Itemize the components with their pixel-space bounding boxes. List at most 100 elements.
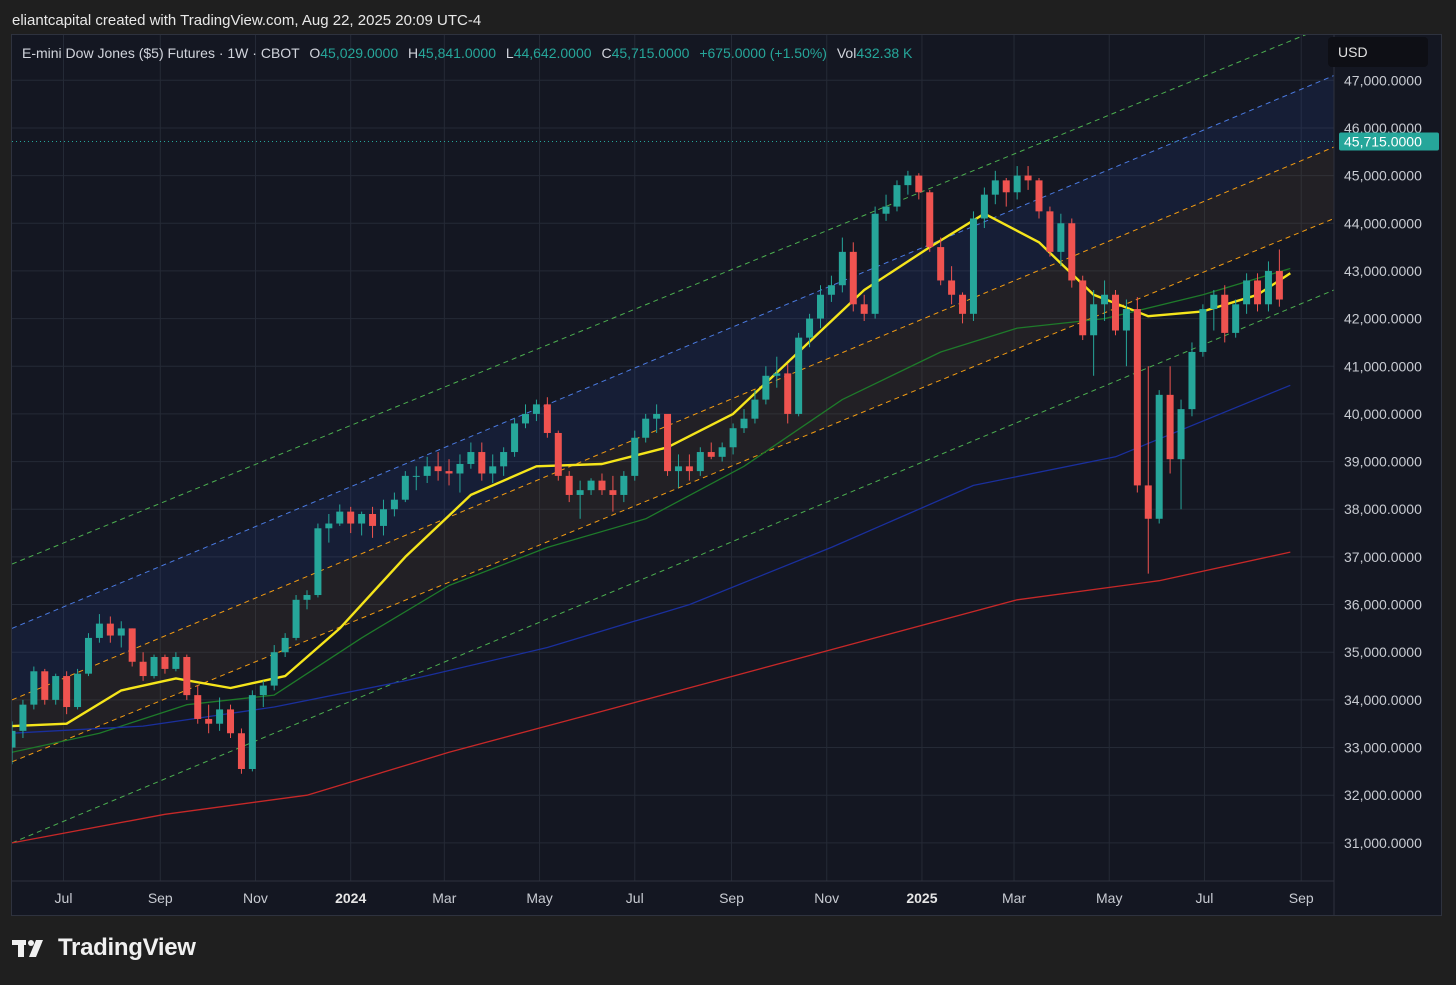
- candle[interactable]: [150, 654, 158, 679]
- candle[interactable]: [117, 621, 125, 648]
- candle[interactable]: [390, 492, 398, 517]
- candle[interactable]: [762, 366, 770, 405]
- candle[interactable]: [445, 459, 453, 486]
- candle[interactable]: [1057, 213, 1065, 267]
- candle[interactable]: [19, 699, 27, 739]
- candle[interactable]: [849, 242, 857, 312]
- chart-panel[interactable]: 31,000.0000 32,000.0000 33,000.0000 34,000.…: [11, 34, 1442, 916]
- candle[interactable]: [609, 475, 617, 512]
- candle[interactable]: [576, 480, 584, 519]
- candle[interactable]: [128, 628, 136, 667]
- candle[interactable]: [685, 454, 693, 481]
- candle[interactable]: [948, 266, 956, 305]
- candle[interactable]: [1122, 299, 1130, 367]
- candle[interactable]: [52, 673, 60, 705]
- candle[interactable]: [74, 668, 82, 710]
- moving-average-line-3[interactable]: [12, 551, 1291, 844]
- candle[interactable]: [871, 206, 879, 319]
- candle[interactable]: [216, 697, 224, 731]
- tradingview-logo[interactable]: TradingView: [12, 934, 196, 962]
- moving-average-line-1[interactable]: [12, 267, 1291, 753]
- candle[interactable]: [423, 456, 431, 484]
- candle[interactable]: [653, 404, 661, 433]
- candle[interactable]: [1264, 261, 1272, 312]
- candle[interactable]: [336, 504, 344, 526]
- candle[interactable]: [751, 390, 759, 424]
- candle[interactable]: [959, 292, 967, 324]
- candle[interactable]: [915, 173, 923, 200]
- candle[interactable]: [1013, 166, 1021, 200]
- candle[interactable]: [248, 690, 256, 772]
- candle[interactable]: [281, 633, 289, 657]
- candle[interactable]: [1035, 177, 1043, 219]
- candle[interactable]: [1254, 273, 1262, 312]
- candle[interactable]: [696, 447, 704, 476]
- symbol-name[interactable]: E-mini Dow Jones ($5) Futures · 1W · CBO…: [22, 45, 300, 61]
- candle[interactable]: [347, 506, 355, 534]
- price-axis[interactable]: 31,000.0000 32,000.0000 33,000.0000 34,000.…: [1344, 72, 1422, 851]
- candle[interactable]: [1144, 366, 1152, 574]
- currency-selector[interactable]: USD: [1328, 37, 1428, 67]
- candle[interactable]: [587, 478, 595, 495]
- candle[interactable]: [795, 332, 803, 417]
- candle[interactable]: [674, 454, 682, 488]
- candle[interactable]: [30, 666, 38, 710]
- price-chart[interactable]: 31,000.0000 32,000.0000 33,000.0000 34,000.…: [12, 35, 1441, 915]
- candle[interactable]: [620, 471, 628, 503]
- candle[interactable]: [292, 595, 300, 641]
- candle[interactable]: [718, 442, 726, 462]
- candle[interactable]: [270, 645, 278, 691]
- candle[interactable]: [489, 454, 497, 484]
- candle[interactable]: [1188, 342, 1196, 417]
- candle[interactable]: [161, 654, 169, 674]
- candle[interactable]: [227, 704, 235, 739]
- candle[interactable]: [784, 363, 792, 424]
- candle[interactable]: [1166, 366, 1174, 474]
- channel-line-2[interactable]: [12, 146, 1335, 701]
- candle[interactable]: [259, 680, 267, 708]
- candle[interactable]: [1275, 249, 1283, 307]
- candle[interactable]: [554, 430, 562, 481]
- candle[interactable]: [172, 652, 180, 672]
- candle[interactable]: [838, 237, 846, 293]
- candle[interactable]: [41, 668, 49, 705]
- candle[interactable]: [729, 423, 737, 455]
- candle[interactable]: [642, 413, 650, 443]
- candle[interactable]: [904, 170, 912, 195]
- candle[interactable]: [522, 404, 530, 429]
- candle[interactable]: [1079, 275, 1087, 341]
- candle[interactable]: [478, 442, 486, 481]
- candle[interactable]: [543, 397, 551, 438]
- candle[interactable]: [95, 614, 103, 643]
- candle[interactable]: [183, 654, 191, 700]
- candle[interactable]: [1101, 280, 1109, 321]
- candle[interactable]: [1002, 177, 1010, 207]
- candle[interactable]: [1090, 289, 1098, 376]
- candle[interactable]: [412, 466, 420, 491]
- candle[interactable]: [325, 514, 333, 543]
- candle[interactable]: [816, 285, 824, 329]
- candle[interactable]: [565, 471, 573, 503]
- candle[interactable]: [401, 471, 409, 503]
- candle[interactable]: [598, 473, 606, 495]
- candle[interactable]: [1155, 390, 1163, 524]
- candle[interactable]: [1210, 289, 1218, 331]
- candle[interactable]: [237, 728, 245, 774]
- candle[interactable]: [106, 616, 114, 643]
- candle[interactable]: [631, 430, 639, 481]
- candle[interactable]: [511, 418, 519, 457]
- candle[interactable]: [1133, 297, 1141, 493]
- candle[interactable]: [773, 356, 781, 388]
- candle[interactable]: [937, 237, 945, 286]
- candle[interactable]: [1177, 399, 1185, 510]
- candle[interactable]: [827, 275, 835, 302]
- candle[interactable]: [12, 721, 16, 765]
- candle[interactable]: [303, 590, 311, 610]
- candle[interactable]: [205, 704, 213, 734]
- candle[interactable]: [467, 442, 475, 469]
- candle[interactable]: [1046, 206, 1054, 257]
- candle[interactable]: [532, 399, 540, 422]
- candles[interactable]: [12, 166, 1283, 774]
- candle[interactable]: [1024, 166, 1032, 190]
- candle[interactable]: [1232, 299, 1240, 338]
